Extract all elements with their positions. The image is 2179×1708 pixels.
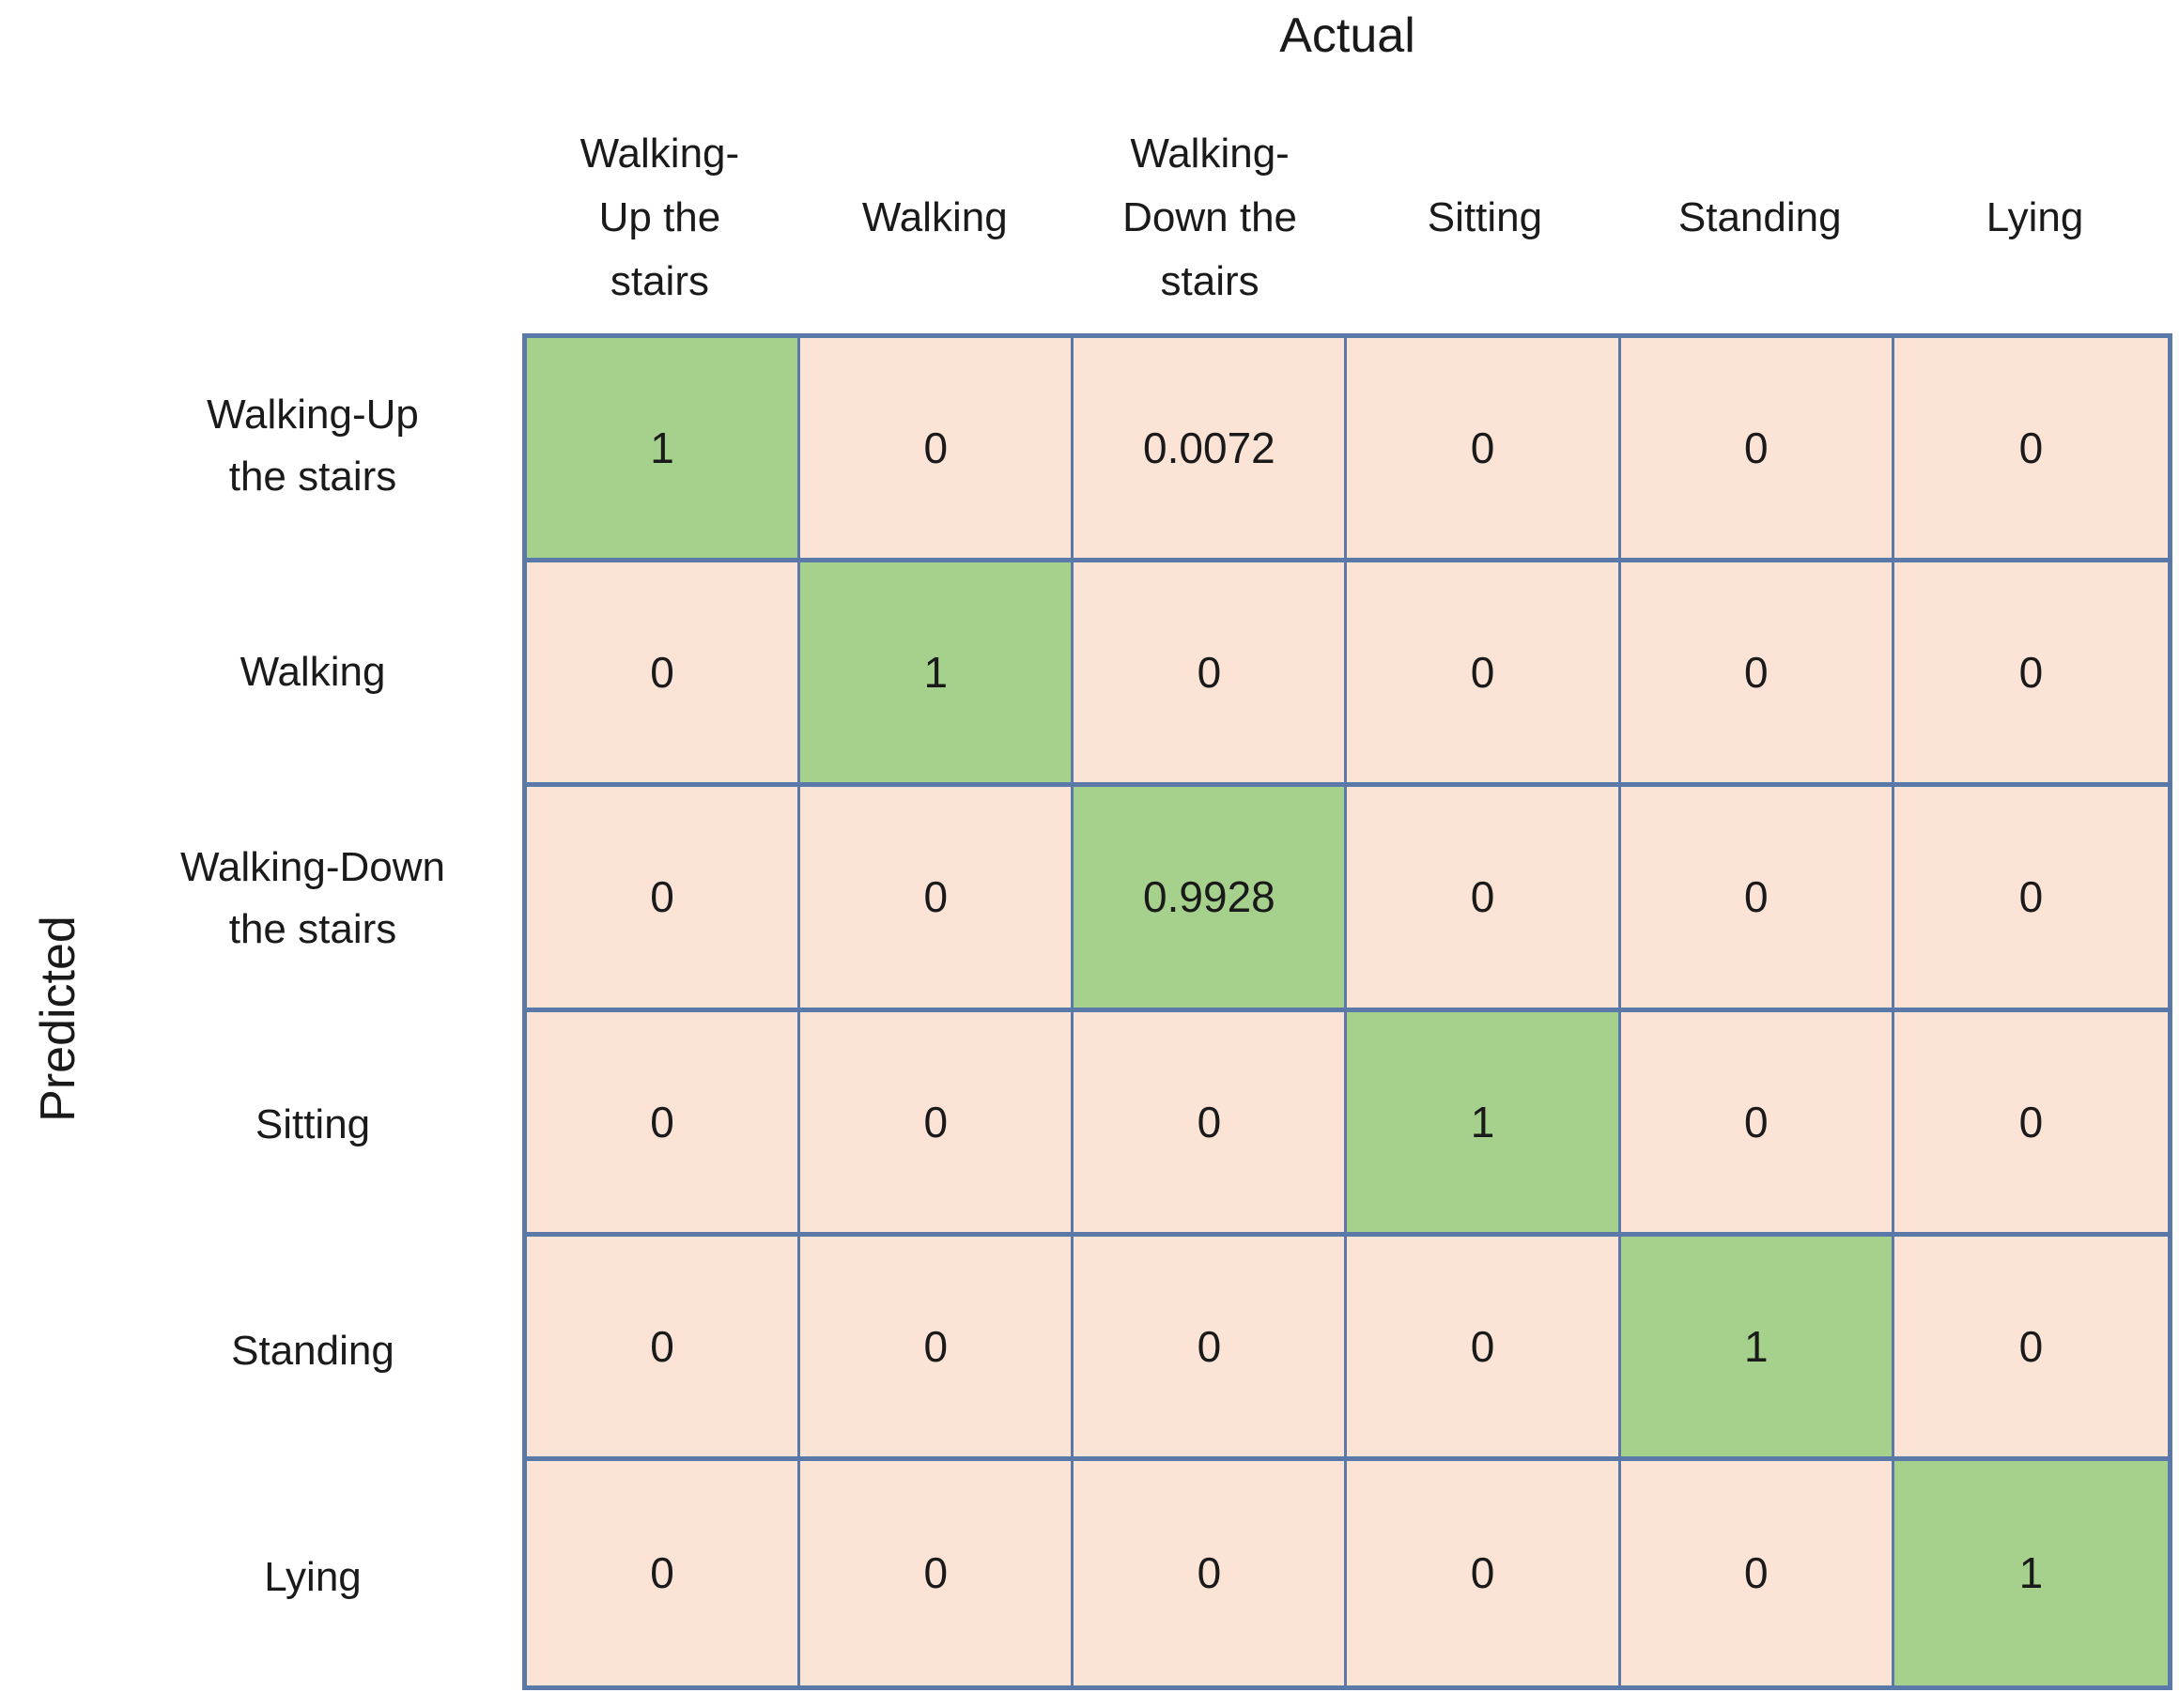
matrix-cell-r1-c1: 1 — [800, 562, 1074, 788]
matrix-cell-r2-c5: 0 — [1893, 787, 2168, 1012]
matrix-cell-r2-c4: 0 — [1620, 787, 1894, 1012]
matrix-cell-r0-c2: 0.0072 — [1074, 338, 1348, 563]
matrix-cell-r4-c1: 0 — [800, 1236, 1074, 1461]
matrix-cell-r1-c5: 0 — [1893, 562, 2168, 788]
matrix-cell-r1-c2: 0 — [1074, 562, 1348, 788]
matrix-cell-r1-c4: 0 — [1620, 562, 1894, 788]
matrix-cell-r0-c5: 0 — [1893, 338, 2168, 563]
matrix-cell-r1-c0: 0 — [527, 562, 801, 788]
matrix-cell-r4-c5: 0 — [1893, 1236, 2168, 1461]
y-axis-title: Predicted — [31, 916, 85, 1122]
row-labels: Walking-Up the stairs Walking Walking-Down… — [103, 333, 522, 1690]
matrix-cell-r5-c2: 0 — [1074, 1460, 1348, 1685]
matrix-cell-r0-c4: 0 — [1620, 338, 1894, 563]
matrix-cell-r3-c3: 1 — [1347, 1011, 1621, 1237]
matrix-cell-r2-c2: 0.9928 — [1074, 787, 1348, 1012]
matrix-cell-r5-c5: 1 — [1893, 1460, 2168, 1685]
matrix-cell-r2-c3: 0 — [1347, 787, 1621, 1012]
matrix-cell-r4-c3: 0 — [1347, 1236, 1621, 1461]
confusion-matrix-grid: 1 0 0.0072 0 0 0 0 1 0 0 0 0 0 0 0.9928 0 0 0 0 0 0 1 0 0 0 0 0 0 1 0… — [522, 333, 2172, 1690]
matrix-cell-r5-c4: 0 — [1620, 1460, 1894, 1685]
matrix-cell-r3-c1: 0 — [800, 1011, 1074, 1237]
column-headers: Walking- Up the stairs Walking Walking- Do… — [522, 111, 2172, 325]
row-header-5: Lying — [264, 1553, 362, 1600]
matrix-cell-r3-c5: 0 — [1893, 1011, 2168, 1237]
col-header-0: Walking- Up the stairs — [580, 130, 740, 305]
matrix-cell-r4-c0: 0 — [527, 1236, 801, 1461]
matrix-cell-r3-c2: 0 — [1074, 1011, 1348, 1237]
row-header-2: Walking-Down the stairs — [179, 844, 445, 953]
row-header-1: Walking — [240, 649, 386, 696]
matrix-cell-r0-c3: 0 — [1347, 338, 1621, 563]
matrix-cell-r3-c0: 0 — [527, 1011, 801, 1237]
row-header-3: Sitting — [255, 1100, 371, 1147]
matrix-cell-r5-c1: 0 — [800, 1460, 1074, 1685]
matrix-cell-r0-c0: 1 — [527, 338, 801, 563]
matrix-cell-r2-c1: 0 — [800, 787, 1074, 1012]
col-header-2: Walking- Down the stairs — [1122, 130, 1298, 305]
matrix-cell-r4-c4: 1 — [1620, 1236, 1894, 1461]
matrix-cell-r4-c2: 0 — [1074, 1236, 1348, 1461]
matrix-cell-r2-c0: 0 — [527, 787, 801, 1012]
row-header-4: Standing — [231, 1327, 394, 1374]
col-header-1: Walking — [861, 193, 1008, 240]
col-header-3: Sitting — [1427, 193, 1543, 240]
row-header-0: Walking-Up the stairs — [207, 392, 419, 500]
matrix-cell-r3-c4: 0 — [1620, 1011, 1894, 1237]
matrix-cell-r5-c0: 0 — [527, 1460, 801, 1685]
matrix-cell-r5-c3: 0 — [1347, 1460, 1621, 1685]
col-header-5: Lying — [1986, 193, 2084, 240]
x-axis-title: Actual — [1279, 8, 1415, 63]
matrix-cell-r1-c3: 0 — [1347, 562, 1621, 788]
matrix-cell-r0-c1: 0 — [800, 338, 1074, 563]
col-header-4: Standing — [1677, 193, 1842, 240]
